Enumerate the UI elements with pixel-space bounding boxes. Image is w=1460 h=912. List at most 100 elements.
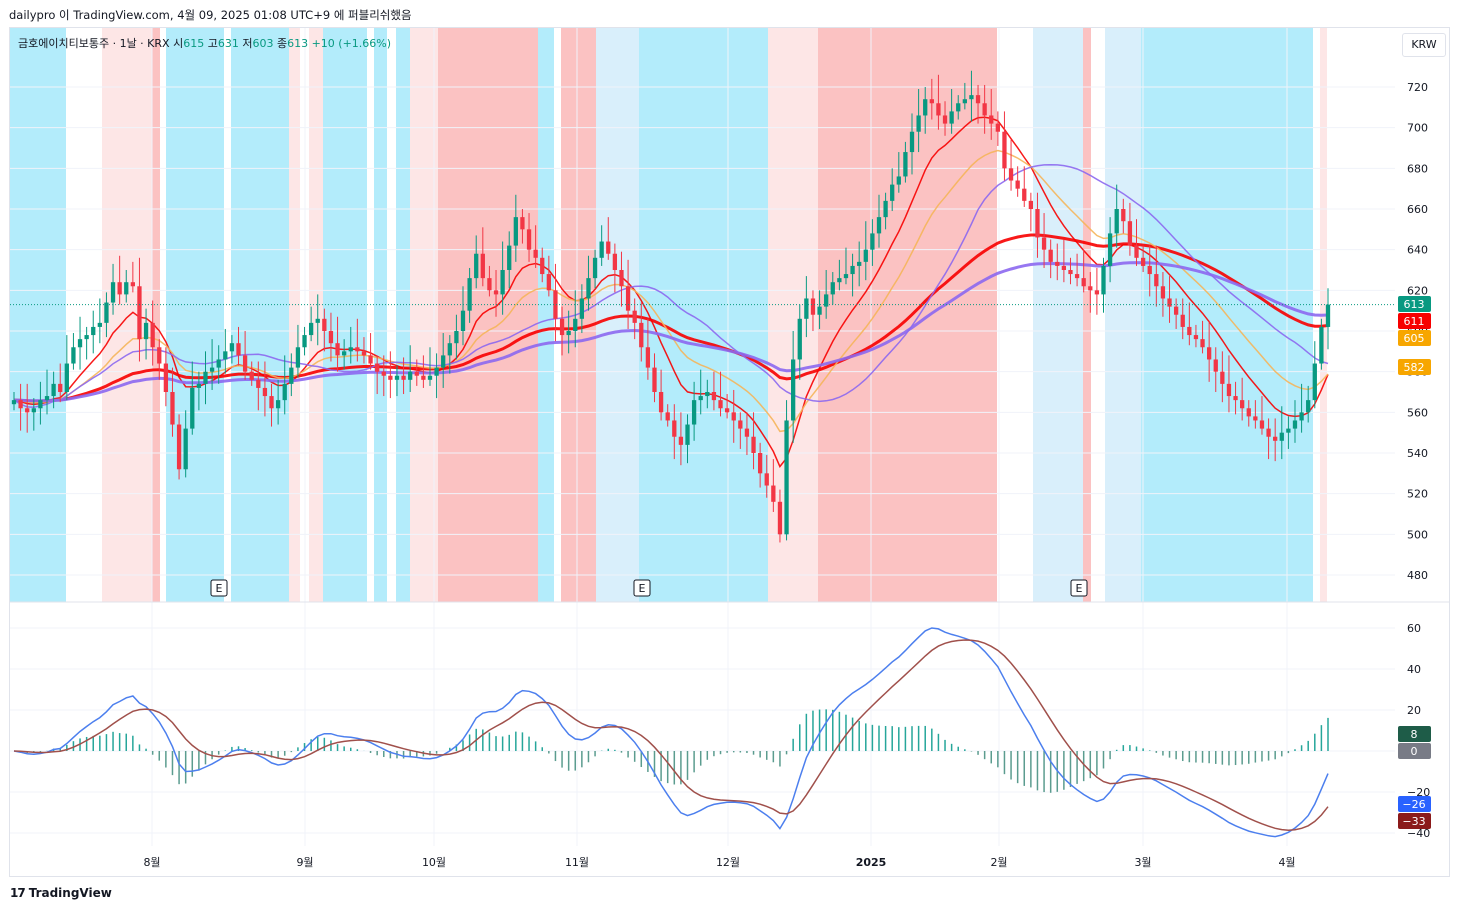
macd-histogram-bar — [1274, 751, 1276, 760]
macd-histogram-bar — [838, 711, 841, 751]
price-axis-tick: 680 — [1407, 162, 1428, 175]
price-axis-tick: 720 — [1407, 81, 1428, 94]
macd-histogram-bar — [409, 751, 411, 758]
candle-body — [1312, 363, 1317, 401]
candle — [1114, 184, 1119, 248]
symbol-name: 금호에이치티보통주 · 1날 · KRX — [18, 37, 170, 50]
candle-body — [137, 286, 142, 340]
price-axis-tick: 620 — [1407, 284, 1428, 297]
price-tag-label: 605 — [1404, 332, 1425, 345]
candle — [962, 82, 967, 110]
macd-histogram-bar — [217, 751, 220, 755]
macd-histogram-bar — [931, 728, 933, 751]
candle-body — [1140, 257, 1146, 266]
candle-body — [1134, 245, 1139, 258]
macd-histogram-bar — [680, 751, 682, 785]
candle-body — [1127, 221, 1133, 246]
macd-histogram-bar — [799, 724, 801, 751]
candle-body — [784, 420, 789, 535]
candle-body — [1273, 436, 1278, 441]
candle-body — [824, 294, 829, 307]
macd-histogram-bar — [1023, 751, 1026, 786]
candle — [84, 326, 89, 360]
candle-body — [1088, 286, 1093, 291]
candle-body — [427, 375, 433, 380]
candle-body — [658, 392, 664, 413]
candle — [810, 290, 816, 331]
candle — [493, 270, 499, 317]
candle-body — [355, 347, 360, 352]
regime-band — [538, 28, 554, 602]
candle — [1233, 381, 1238, 415]
candle — [51, 371, 56, 409]
price-tag-label: 611 — [1404, 315, 1425, 328]
macd-histogram-bar — [290, 751, 293, 753]
candle — [368, 333, 373, 370]
macd-histogram-bar — [1030, 751, 1032, 788]
candle — [1088, 272, 1093, 313]
macd-histogram-bar — [1188, 751, 1191, 763]
macd-histogram-bar — [1003, 751, 1006, 775]
candle-body — [58, 383, 63, 392]
macd-histogram-bar — [1287, 751, 1290, 754]
macd-histogram-bar — [1036, 751, 1039, 791]
candle — [77, 316, 83, 370]
candle — [1154, 245, 1159, 307]
candle — [606, 217, 611, 260]
candle — [995, 111, 1000, 146]
candle-body — [117, 282, 122, 295]
candle — [342, 339, 347, 370]
candle-body — [1055, 261, 1060, 266]
candle — [1246, 400, 1251, 427]
candle — [467, 267, 472, 323]
macd-histogram-bar — [105, 734, 108, 751]
candle — [236, 326, 241, 366]
candle-body — [672, 420, 677, 437]
candle-body — [665, 412, 670, 421]
candle-body — [586, 278, 591, 299]
macd-histogram-bar — [997, 751, 999, 768]
candle — [526, 213, 532, 262]
tradingview-logo-icon: 17 — [10, 886, 26, 900]
candle-body — [698, 396, 703, 401]
currency-button[interactable]: KRW — [1402, 33, 1446, 57]
candle — [157, 339, 162, 380]
candle-body — [890, 184, 895, 201]
macd-histogram-bar — [719, 751, 722, 755]
candle — [1220, 351, 1225, 403]
candle-body — [242, 355, 248, 372]
macd-histogram-bar — [699, 751, 702, 766]
candle — [830, 272, 835, 305]
candle-body — [705, 392, 710, 397]
candle-body — [989, 115, 994, 124]
candle-body — [1008, 168, 1014, 181]
brand-name: TradingView — [28, 886, 112, 900]
candle-body — [1226, 383, 1232, 397]
candle — [242, 331, 248, 380]
candle — [857, 241, 862, 287]
macd-histogram-bar — [812, 710, 814, 751]
price-axis-tick: 560 — [1407, 406, 1428, 419]
candle-body — [394, 375, 400, 380]
candle-body — [1107, 233, 1113, 266]
candle — [124, 270, 129, 303]
candle — [923, 87, 928, 134]
macd-histogram-bar — [1109, 751, 1111, 760]
macd-histogram-bar — [336, 744, 339, 751]
candle-body — [454, 331, 459, 344]
high-label: 고 — [207, 37, 218, 50]
candle-body — [229, 343, 235, 352]
close-label: 종 — [276, 37, 288, 50]
candle — [1279, 406, 1284, 460]
candle-body — [757, 453, 763, 474]
price-axis-tick: 660 — [1407, 203, 1428, 216]
candle-body — [718, 400, 723, 409]
macd-histogram-bar — [944, 739, 946, 751]
macd-histogram-bar — [792, 738, 794, 751]
candle-body — [97, 322, 102, 327]
candle-body — [1081, 278, 1086, 287]
candle-body — [381, 371, 386, 376]
candle — [804, 276, 809, 338]
candle-body — [295, 347, 301, 368]
